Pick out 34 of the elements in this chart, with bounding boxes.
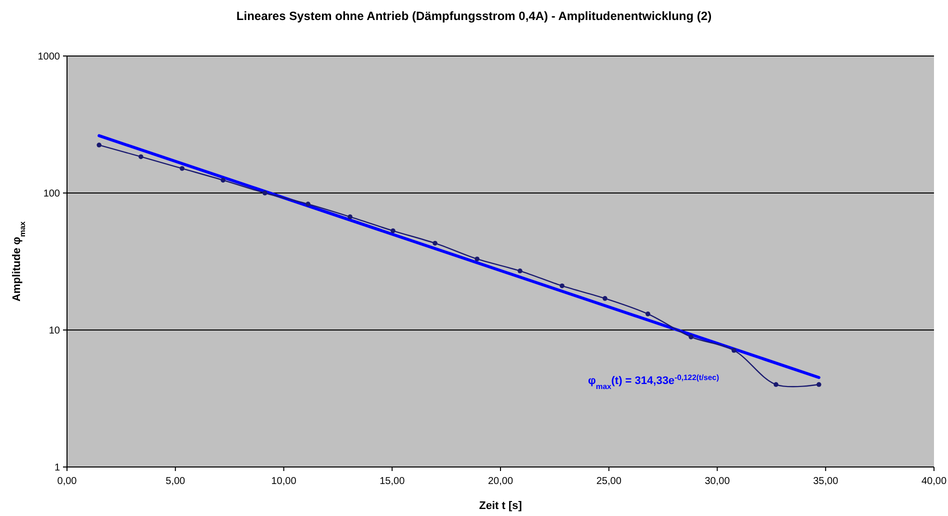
- point: [96, 142, 102, 148]
- y-tick-label: 1000: [38, 52, 60, 62]
- x-tick-label: 0,00: [57, 476, 78, 487]
- x-axis-title: Zeit t [s]: [479, 500, 522, 512]
- point: [220, 178, 226, 183]
- point: [432, 240, 438, 246]
- y-tick-label: 10: [48, 326, 60, 336]
- x-tick-label: 15,00: [380, 476, 406, 487]
- point: [180, 166, 184, 171]
- point: [560, 283, 564, 288]
- x-tick-label: 10,00: [271, 476, 297, 487]
- y-tick-label: 100: [43, 188, 60, 200]
- point: [348, 214, 352, 220]
- point: [645, 312, 650, 316]
- point: [518, 268, 522, 274]
- point: [688, 334, 694, 340]
- point: [138, 154, 144, 160]
- x-tick-label: 5,00: [166, 476, 186, 487]
- point: [262, 190, 268, 196]
- x-tick-label: 20,00: [488, 476, 514, 487]
- point: [602, 296, 608, 301]
- x-tick-label: 35,00: [813, 476, 839, 487]
- x-tick-label: 25,00: [596, 476, 622, 487]
- y-tick-label: 1: [54, 462, 60, 474]
- chart-title: Lineares System ohne Antrieb (Dämpfungsstrom 0,4A) - Amplitudenentwicklung (2): [236, 9, 712, 23]
- point: [816, 382, 822, 387]
- point: [774, 382, 778, 387]
- point: [732, 348, 736, 353]
- x-tick-label: 40,00: [921, 476, 947, 487]
- point: [390, 228, 396, 234]
- point: [306, 202, 310, 206]
- point: [474, 256, 480, 262]
- annotation: φ$_{max}$(t) = 314,33e$^{-0,122(t/sec)}$: [588, 372, 720, 390]
- x-tick-label: 30,00: [704, 476, 730, 487]
